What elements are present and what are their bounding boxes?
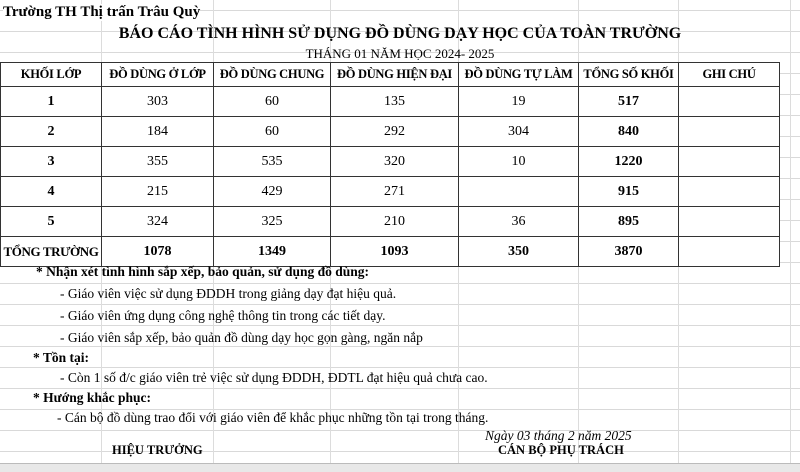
notes-heading-comments: * Nhận xét tình hình sắp xếp, bảo quản, … <box>36 264 369 279</box>
cell[interactable]: 915 <box>578 176 679 207</box>
cell[interactable]: 535 <box>213 146 331 177</box>
notes-heading-issues: * Tồn tại: <box>33 350 90 365</box>
cell[interactable]: 355 <box>101 146 214 177</box>
header-cell[interactable]: TỔNG SỐ KHỐI <box>578 62 679 87</box>
cell[interactable] <box>458 176 579 207</box>
cell[interactable]: 895 <box>578 206 679 237</box>
cell[interactable] <box>678 236 780 267</box>
signature-staff: CÁN BỘ PHỤ TRÁCH <box>498 443 624 457</box>
cell[interactable]: 3870 <box>578 236 679 267</box>
cell[interactable]: 840 <box>578 116 679 147</box>
cell[interactable]: 517 <box>578 86 679 117</box>
cell[interactable] <box>678 116 780 147</box>
note-line: - Cán bộ đồ dùng trao đổi với giáo viên … <box>57 410 489 425</box>
header-cell[interactable]: GHI CHÚ <box>678 62 780 87</box>
report-table: KHỐI LỚP ĐỒ DÙNG Ở LỚP ĐỒ DÙNG CHUNG ĐỒ … <box>0 62 780 267</box>
sheet-scrollbar-area[interactable] <box>0 463 800 472</box>
header-cell[interactable]: ĐỒ DÙNG Ở LỚP <box>101 62 214 87</box>
cell[interactable]: 36 <box>458 206 579 237</box>
cell[interactable]: 303 <box>101 86 214 117</box>
cell[interactable]: 320 <box>330 146 459 177</box>
cell[interactable]: 429 <box>213 176 331 207</box>
header-cell[interactable]: KHỐI LỚP <box>0 62 102 87</box>
cell[interactable]: 1 <box>0 86 102 117</box>
cell[interactable]: 1093 <box>330 236 459 267</box>
cell[interactable]: 19 <box>458 86 579 117</box>
cell[interactable]: 210 <box>330 206 459 237</box>
cell[interactable] <box>678 176 780 207</box>
cell[interactable]: 1349 <box>213 236 331 267</box>
report-title: BÁO CÁO TÌNH HÌNH SỬ DỤNG ĐỒ DÙNG DẠY HỌ… <box>118 25 682 42</box>
header-row: KHỐI LỚP ĐỒ DÙNG Ở LỚP ĐỒ DÙNG CHUNG ĐỒ … <box>0 62 780 87</box>
cell[interactable] <box>678 146 780 177</box>
cell[interactable]: 325 <box>213 206 331 237</box>
table-row: 1 303 60 135 19 517 <box>0 86 780 117</box>
cell[interactable]: 292 <box>330 116 459 147</box>
cell[interactable]: 1220 <box>578 146 679 177</box>
cell[interactable]: 5 <box>0 206 102 237</box>
table-row: 5 324 325 210 36 895 <box>0 206 780 237</box>
cell[interactable]: 184 <box>101 116 214 147</box>
header-cell[interactable]: ĐỒ DÙNG CHUNG <box>213 62 331 87</box>
signature-principal: HIỆU TRƯỞNG <box>112 443 203 457</box>
notes-heading-remedy: * Hướng khắc phục: <box>33 390 151 405</box>
cell[interactable] <box>678 86 780 117</box>
cell[interactable]: 1078 <box>101 236 214 267</box>
cell[interactable]: 10 <box>458 146 579 177</box>
cell[interactable]: 60 <box>213 116 331 147</box>
cell[interactable]: 4 <box>0 176 102 207</box>
cell[interactable]: 304 <box>458 116 579 147</box>
cell[interactable] <box>678 206 780 237</box>
cell[interactable]: 271 <box>330 176 459 207</box>
note-line: - Còn 1 số đ/c giáo viên trẻ việc sử dụn… <box>60 370 488 385</box>
cell[interactable]: 350 <box>458 236 579 267</box>
cell[interactable]: 3 <box>0 146 102 177</box>
school-name: Trường TH Thị trấn Trâu Quỳ <box>3 4 201 21</box>
note-line: - Giáo viên ứng dụng công nghệ thông tin… <box>60 308 386 323</box>
gridline <box>790 0 791 471</box>
cell[interactable]: 324 <box>101 206 214 237</box>
table-row: 3 355 535 320 10 1220 <box>0 146 780 177</box>
cell[interactable]: 60 <box>213 86 331 117</box>
report-subtitle: THÁNG 01 NĂM HỌC 2024- 2025 <box>305 46 495 61</box>
header-cell[interactable]: ĐỒ DÙNG TỰ LÀM <box>458 62 579 87</box>
cell[interactable]: TỔNG TRƯỜNG <box>0 236 102 267</box>
cell[interactable]: 215 <box>101 176 214 207</box>
cell[interactable]: 2 <box>0 116 102 147</box>
table-row: 4 215 429 271 915 <box>0 176 780 207</box>
note-line: - Giáo viên sắp xếp, bảo quản đồ dùng dạ… <box>60 330 423 345</box>
table-row: 2 184 60 292 304 840 <box>0 116 780 147</box>
total-row: TỔNG TRƯỜNG 1078 1349 1093 350 3870 <box>0 236 780 267</box>
report-date: Ngày 03 tháng 2 năm 2025 <box>485 428 632 443</box>
cell[interactable]: 135 <box>330 86 459 117</box>
header-cell[interactable]: ĐỒ DÙNG HIỆN ĐẠI <box>330 62 459 87</box>
note-line: - Giáo viên việc sử dụng ĐDDH trong giản… <box>60 286 397 301</box>
